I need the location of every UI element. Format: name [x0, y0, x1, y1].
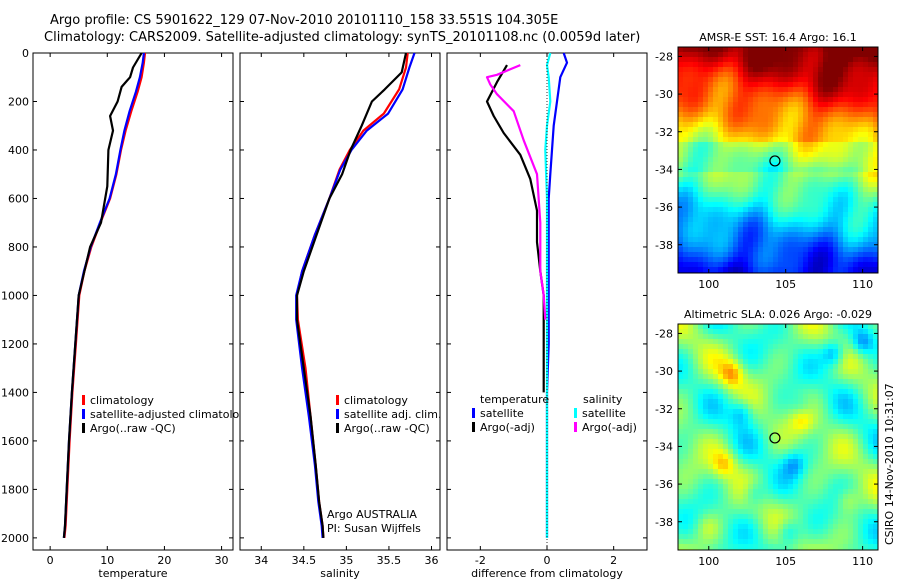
y-tick-label: -38	[655, 516, 673, 529]
series-sal-satellite	[544, 52, 552, 538]
legend-swatch	[472, 408, 475, 418]
sla-map-title: Altimetric SLA: 0.026 Argo: -0.029	[684, 308, 872, 321]
y-tick-label: 1200	[1, 338, 29, 351]
sla-map-panel: Altimetric SLA: 0.026 Argo: -0.029 100 105…	[655, 308, 879, 568]
salinity-profile-frame	[239, 52, 441, 551]
sst-map-cells	[678, 47, 879, 274]
x-tick-label: 35	[339, 554, 353, 567]
sla-map-cells	[678, 324, 879, 551]
x-tick-label: 100	[698, 278, 719, 291]
x-tick-label: 34.5	[292, 554, 317, 567]
figure-title-line2: Climatology: CARS2009. Satellite-adjuste…	[44, 30, 641, 45]
x-tick-label: 105	[775, 278, 796, 291]
legend-temperature-title: temperature	[480, 393, 549, 406]
legend-swatch	[472, 422, 475, 432]
legend-swatch	[82, 395, 85, 405]
y-tick-label: -32	[655, 403, 673, 416]
x-tick-label: 35.5	[377, 554, 402, 567]
legend-label: satellite	[582, 407, 626, 420]
sla-map-frame	[677, 323, 879, 551]
y-tick-label: 1800	[1, 483, 29, 496]
y-tick-label: 800	[8, 241, 29, 254]
legend-swatch	[336, 409, 339, 419]
series-argo	[295, 52, 408, 538]
y-tick-label: -36	[655, 201, 673, 214]
x-tick-label: 34	[254, 554, 268, 567]
legend-label: climatology	[90, 394, 154, 407]
salinity-annotation: PI: Susan Wijffels	[327, 522, 421, 535]
temperature-profile-frame	[32, 52, 234, 551]
legend-label: satellite adj. clim.	[344, 408, 441, 421]
argo-position-marker	[769, 155, 781, 167]
legend-swatch	[574, 422, 577, 432]
y-tick-label: 2000	[1, 532, 29, 545]
x-tick-label: 30	[215, 554, 229, 567]
legend-label: Argo(-adj)	[582, 421, 637, 434]
legend-label: Argo(-adj)	[480, 421, 535, 434]
legend-label: satellite	[480, 407, 524, 420]
y-tick-label: -28	[655, 50, 673, 63]
salinity-annotation: Argo AUSTRALIA	[327, 508, 417, 521]
x-tick-label: 10	[100, 554, 114, 567]
difference-profile-xlabel: difference from climatology	[471, 567, 623, 580]
x-tick-label: 36	[424, 554, 438, 567]
legend-swatch	[82, 409, 85, 419]
salinity-profile-xlabel: salinity	[320, 567, 360, 580]
sst-map-panel: AMSR-E SST: 16.4 Argo: 16.1 100 105 110 -28 -…	[655, 31, 879, 291]
x-tick-label: 110	[852, 278, 873, 291]
y-tick-label: -36	[655, 478, 673, 491]
y-tick-label: -34	[655, 440, 673, 453]
y-tick-label: 600	[8, 192, 29, 205]
x-tick-label: 0	[47, 554, 54, 567]
csiro-timestamp: CSIRO 14-Nov-2010 10:31:07	[883, 383, 896, 545]
y-tick-label: -32	[655, 126, 673, 139]
y-tick-label: 400	[8, 144, 29, 157]
series-argo	[62, 52, 143, 538]
series-sal-argo	[485, 64, 547, 320]
figure-title-line1: Argo profile: CS 5901622_129 07-Nov-2010…	[50, 13, 559, 28]
x-tick-label: 2	[610, 554, 617, 567]
x-tick-label: 0	[544, 554, 551, 567]
salinity-panel: 34 34.5 35 35.5 36 salinity climatologysatelli…	[239, 52, 441, 580]
sst-map-title: AMSR-E SST: 16.4 Argo: 16.1	[699, 31, 857, 44]
y-tick-label: 0	[22, 47, 29, 60]
x-tick-label: 105	[775, 555, 796, 568]
legend-swatch	[336, 423, 339, 433]
legend-label: climatology	[344, 394, 408, 407]
legend-salinity-title: salinity	[583, 393, 623, 406]
temperature-panel: 0 10 20 30 0 200 400 600 800 1000 1200 1400 1600 1800…	[1, 47, 253, 580]
argo-position-marker	[769, 432, 781, 444]
temperature-profile-xlabel: temperature	[98, 567, 167, 580]
y-tick-label: -38	[655, 239, 673, 252]
legend-label: Argo(..raw -QC)	[344, 422, 430, 435]
y-tick-label: 1400	[1, 386, 29, 399]
x-tick-label: -2	[475, 554, 486, 567]
y-tick-label: -34	[655, 163, 673, 176]
y-tick-label: -30	[655, 365, 673, 378]
x-tick-label: 110	[852, 555, 873, 568]
y-tick-label: -30	[655, 88, 673, 101]
y-tick-label: 200	[8, 95, 29, 108]
legend-label: Argo(..raw -QC)	[90, 422, 176, 435]
legend-swatch	[82, 423, 85, 433]
legend-swatch	[336, 395, 339, 405]
x-tick-label: 20	[157, 554, 171, 567]
y-tick-label: -28	[655, 327, 673, 340]
sst-map-frame	[677, 46, 879, 274]
y-tick-label: 1000	[1, 289, 29, 302]
legend-swatch	[574, 408, 577, 418]
legend-label: satellite-adjusted climatology	[90, 408, 253, 421]
x-tick-label: 100	[698, 555, 719, 568]
y-tick-label: 1600	[1, 435, 29, 448]
